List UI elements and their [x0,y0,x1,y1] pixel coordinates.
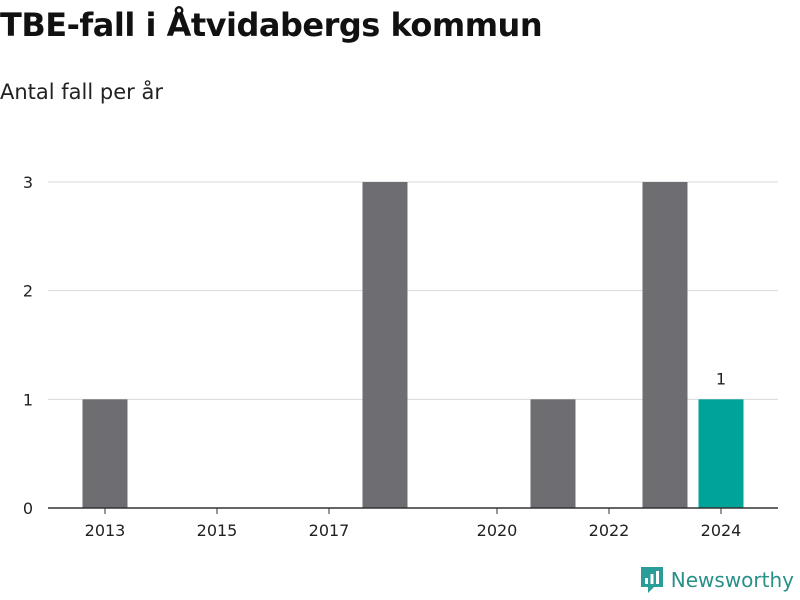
chart-title: TBE-fall i Åtvidabergs kommun [0,6,543,44]
x-tick-label: 2015 [197,521,238,540]
newsworthy-logo-icon [640,567,663,593]
bars [82,182,744,508]
bar-2024 [698,399,744,508]
data-label: 1 [716,369,726,388]
y-tick-label: 2 [23,282,33,301]
x-tick-label: 2013 [85,521,126,540]
x-tick-label: 2024 [701,521,742,540]
bar-2023 [642,182,688,508]
brand-logo: Newsworthy [639,562,794,598]
x-axis [48,507,778,514]
y-tick-label: 0 [23,499,33,518]
brand-name: Newsworthy [670,568,794,592]
x-tick-label: 2020 [477,521,518,540]
x-tick-label: 2022 [589,521,630,540]
bar-2018 [362,182,408,508]
chart-subtitle: Antal fall per år [0,80,163,104]
y-tick-label: 1 [23,390,33,409]
bar-2013 [82,399,128,508]
x-tick-label: 2017 [309,521,350,540]
y-tick-label: 3 [23,173,33,192]
bar-2021 [530,399,576,508]
labels: 0 1 2 3 2013 2015 2017 2020 2022 2024 1 [23,173,742,540]
